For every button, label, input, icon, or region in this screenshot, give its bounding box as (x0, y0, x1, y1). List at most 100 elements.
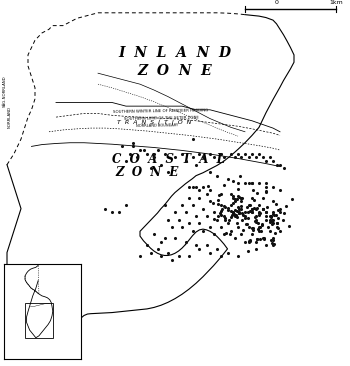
Point (277, 206, 283, 212)
Point (236, 210, 241, 216)
Point (179, 151, 185, 157)
Point (222, 215, 228, 221)
Point (270, 217, 275, 223)
Point (259, 228, 264, 234)
Point (233, 212, 238, 218)
Point (162, 202, 167, 208)
Point (250, 187, 255, 193)
Point (265, 224, 271, 230)
Point (186, 184, 192, 190)
Point (274, 162, 279, 168)
Point (158, 162, 164, 168)
Point (257, 236, 263, 242)
Point (249, 151, 255, 157)
Point (235, 253, 241, 259)
Point (263, 188, 268, 194)
Point (264, 190, 269, 195)
Point (247, 238, 253, 243)
Point (211, 216, 216, 222)
Point (225, 176, 230, 182)
Point (172, 209, 178, 215)
Point (237, 209, 242, 215)
Point (259, 222, 265, 228)
Point (263, 213, 269, 219)
Point (255, 227, 261, 232)
Point (205, 183, 211, 188)
Point (263, 217, 269, 223)
Point (277, 209, 283, 215)
Text: SÄG-NORRLAND: SÄG-NORRLAND (3, 76, 7, 107)
Point (261, 235, 266, 241)
Point (130, 140, 136, 146)
Point (214, 173, 220, 179)
Point (275, 215, 281, 221)
Point (230, 209, 236, 215)
Point (231, 210, 236, 216)
Point (228, 191, 234, 197)
Point (225, 250, 230, 255)
Point (249, 180, 255, 186)
Point (218, 224, 223, 230)
Point (242, 209, 248, 215)
Point (238, 203, 244, 209)
Point (183, 158, 188, 164)
Point (218, 202, 223, 208)
Point (186, 220, 192, 226)
Point (253, 214, 258, 220)
Point (207, 198, 213, 204)
Point (238, 198, 244, 204)
Point (270, 212, 275, 217)
Point (260, 206, 265, 212)
Point (214, 246, 220, 252)
Point (270, 158, 276, 164)
Point (270, 184, 276, 190)
Point (239, 195, 244, 201)
Point (228, 151, 234, 157)
Point (137, 253, 143, 259)
Point (249, 195, 255, 201)
Point (274, 201, 279, 207)
Point (230, 193, 236, 198)
Point (234, 196, 240, 202)
Point (155, 147, 160, 153)
Point (236, 210, 241, 216)
Point (123, 202, 129, 208)
Point (207, 250, 213, 255)
Point (249, 225, 255, 231)
Point (263, 184, 269, 190)
Point (250, 227, 255, 233)
Point (207, 224, 213, 230)
Point (211, 209, 216, 215)
Point (236, 206, 241, 212)
Point (272, 212, 277, 218)
Text: I  N  L  A  N  D: I N L A N D (119, 46, 231, 60)
Point (221, 231, 227, 237)
Text: Z  O  N  E: Z O N E (138, 64, 212, 78)
Point (169, 257, 174, 263)
Point (260, 221, 265, 227)
Point (246, 202, 251, 208)
Point (286, 223, 292, 229)
Point (245, 221, 250, 227)
Point (234, 214, 240, 220)
Point (221, 213, 227, 219)
Point (134, 154, 139, 160)
Point (240, 227, 246, 233)
Point (239, 231, 244, 237)
Point (179, 224, 185, 230)
Point (211, 231, 216, 237)
Point (232, 207, 238, 213)
Point (270, 220, 276, 226)
Text: T  R  A  N  S  I  T  I  O  N: T R A N S I T I O N (117, 120, 191, 125)
Point (253, 213, 258, 219)
Point (176, 217, 181, 223)
Point (102, 206, 108, 212)
Point (270, 242, 276, 248)
Point (193, 242, 199, 248)
Point (281, 165, 286, 171)
Point (158, 253, 164, 259)
Point (249, 206, 255, 212)
Point (169, 224, 174, 230)
Point (253, 217, 258, 223)
Point (281, 210, 287, 216)
